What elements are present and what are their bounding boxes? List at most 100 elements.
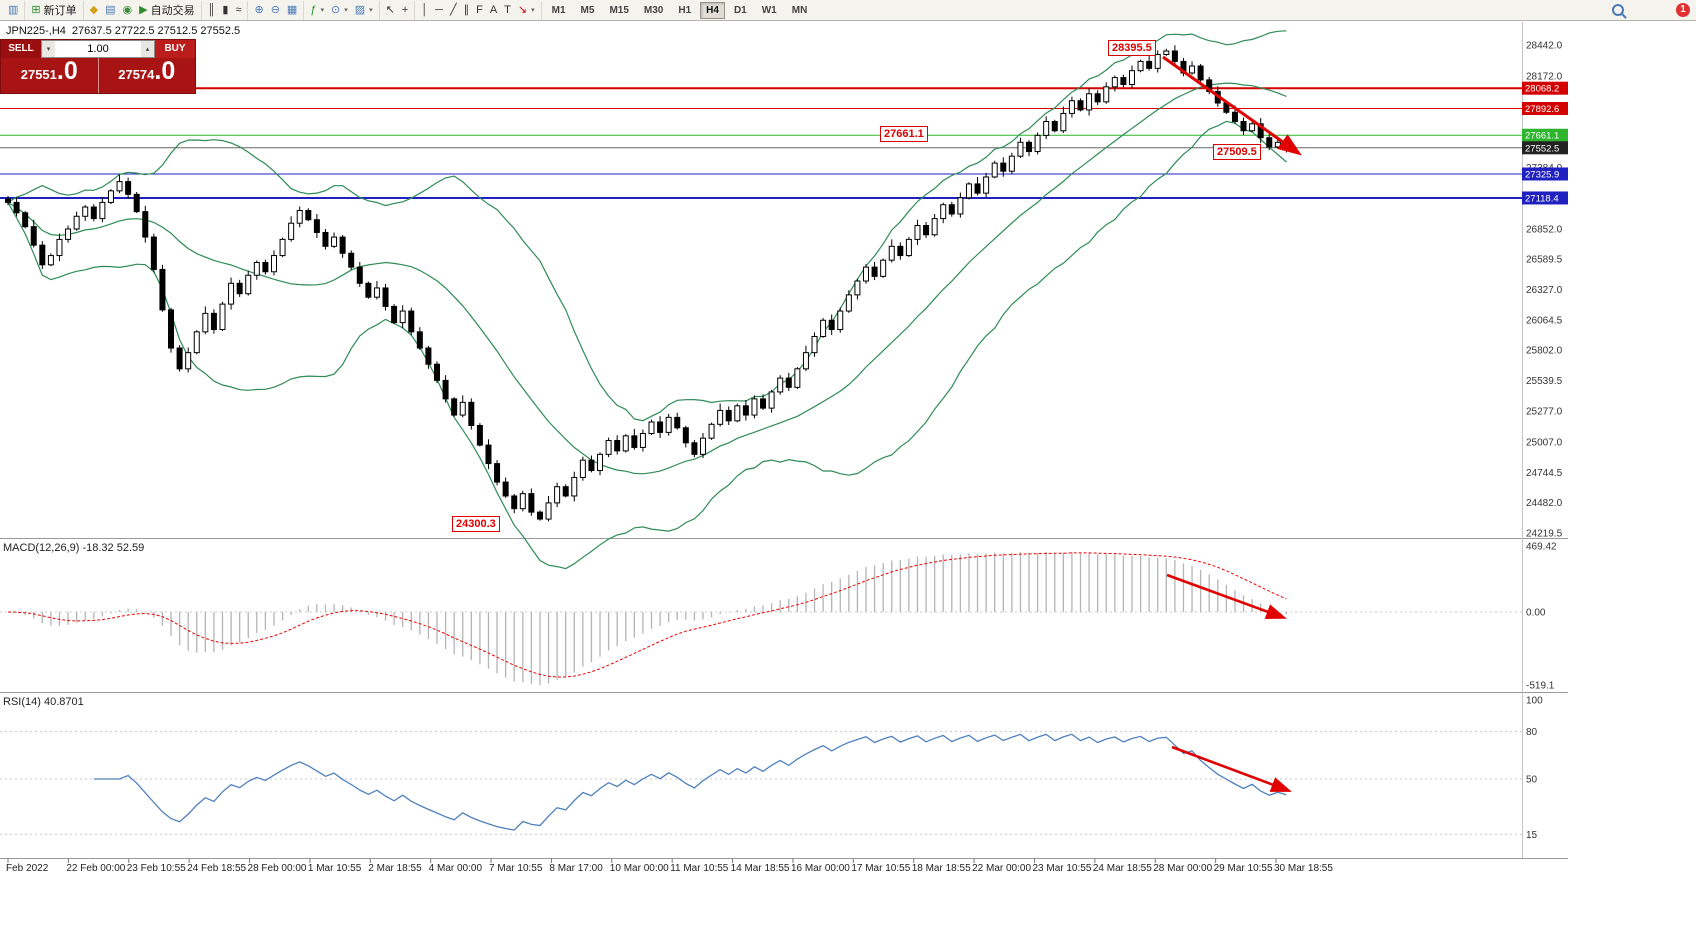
svg-text:24 Mar 18:55: 24 Mar 18:55: [1093, 863, 1152, 874]
svg-text:Feb 2022: Feb 2022: [6, 863, 49, 874]
ohlc-bars-button-icon: ║: [207, 3, 216, 16]
chevron-down-icon: ▾: [531, 7, 535, 14]
timeframe-mn[interactable]: MN: [786, 2, 814, 19]
time-axis[interactable]: Feb 2022 22 Feb 00:00 23 Feb 10:55 24 Feb 1…: [6, 858, 1333, 875]
new-order-button[interactable]: ⊞ 新订单: [28, 2, 79, 19]
notification-badge[interactable]: 1: [1676, 3, 1690, 17]
volume-decrease-button[interactable]: ▾: [42, 41, 55, 57]
svg-text:15: 15: [1526, 830, 1538, 841]
timeframe-d1[interactable]: D1: [728, 2, 753, 19]
trend-arrow[interactable]: [1166, 573, 1287, 619]
price-annotation[interactable]: 27509.5: [1213, 144, 1261, 160]
buy-price-pips: .0: [154, 57, 176, 85]
svg-text:28068.2: 28068.2: [1525, 84, 1559, 95]
zoom-in-button-icon: ⊕: [254, 3, 264, 16]
zoom-in-button[interactable]: ⊕: [251, 2, 266, 19]
svg-text:23 Mar 10:55: 23 Mar 10:55: [1032, 863, 1091, 874]
navigator-icon[interactable]: ◉: [120, 2, 136, 19]
metaeditor-icon[interactable]: ◆: [87, 2, 101, 19]
price-annotation[interactable]: 24300.3: [452, 516, 500, 532]
svg-text:17 Mar 10:55: 17 Mar 10:55: [851, 863, 910, 874]
candlesticks: [5, 45, 1290, 522]
svg-text:50: 50: [1526, 775, 1538, 786]
svg-text:8 Mar 17:00: 8 Mar 17:00: [549, 863, 603, 874]
trendline-button[interactable]: ╱: [447, 2, 460, 19]
svg-text:28172.0: 28172.0: [1526, 72, 1563, 83]
indicators-button[interactable]: ƒ ▾: [307, 2, 327, 19]
sell-price-main: 27551: [20, 67, 57, 82]
timeframe-h4[interactable]: H4: [700, 1, 725, 19]
timeframe-m1[interactable]: M1: [546, 2, 572, 19]
market-watch-icon[interactable]: ▤: [102, 2, 118, 19]
metaeditor-icon-icon: ◆: [89, 3, 99, 16]
auto-trading-button-label: 自动交易: [150, 5, 195, 17]
svg-text:28 Feb 00:00: 28 Feb 00:00: [248, 863, 307, 874]
volume-box: ▾ ▴: [41, 40, 155, 58]
vertical-line-button[interactable]: │: [418, 2, 431, 19]
one-click-trading-panel: SELL ▾ ▴ BUY 27551 .0 27574 .0: [0, 39, 196, 94]
timeframe-m5[interactable]: M5: [575, 2, 601, 19]
volume-input[interactable]: [55, 41, 141, 57]
auto-trading-button[interactable]: ▶ 自动交易: [136, 2, 197, 19]
svg-text:7 Mar 10:55: 7 Mar 10:55: [489, 863, 543, 874]
text-label-button[interactable]: T: [501, 2, 514, 19]
indicators-button-icon: ƒ: [310, 3, 317, 16]
fibonacci-button[interactable]: F: [473, 2, 486, 19]
crosshair-button[interactable]: +: [399, 2, 411, 19]
equidistant-channel-button[interactable]: ∥: [461, 2, 473, 19]
search-icon[interactable]: [1612, 4, 1624, 16]
charts-window-icon[interactable]: ▥: [5, 2, 21, 19]
chart-canvas[interactable]: 28442.028172.027384.026852.026589.526327…: [0, 22, 1568, 875]
buy-button[interactable]: BUY: [155, 40, 195, 58]
timeframe-m15[interactable]: M15: [603, 2, 634, 19]
templates-button[interactable]: ▨ ▾: [352, 2, 376, 19]
ohlc-bars-button[interactable]: ║: [205, 2, 219, 19]
svg-text:469.42: 469.42: [1526, 541, 1557, 552]
symbol-ohlc-values: 27637.5 27722.5 27512.5 27552.5: [71, 25, 241, 37]
rsi-indicator-label: RSI(14) 40.8701: [3, 696, 84, 708]
text-button[interactable]: A: [487, 2, 500, 19]
arrows-button[interactable]: ↘ ▾: [515, 2, 538, 19]
svg-text:24219.5: 24219.5: [1526, 529, 1563, 540]
macd-indicator-label: MACD(12,26,9) -18.32 52.59: [3, 542, 145, 554]
candlesticks-button[interactable]: ▮: [219, 2, 231, 19]
sell-price[interactable]: 27551 .0: [1, 58, 98, 93]
horizontal-line-button[interactable]: ─: [432, 2, 446, 19]
price-annotation[interactable]: 28395.5: [1108, 40, 1156, 56]
bollinger-bands: [7, 30, 1287, 570]
horizontal-line-button-icon: ─: [435, 3, 443, 16]
timeframe-h1[interactable]: H1: [672, 2, 697, 19]
zoom-out-button[interactable]: ⊖: [268, 2, 283, 19]
volume-increase-button[interactable]: ▴: [141, 41, 154, 57]
svg-text:1 Mar 10:55: 1 Mar 10:55: [308, 863, 362, 874]
line-chart-button[interactable]: ≈: [232, 2, 244, 19]
arrows-button-icon: ↘: [517, 3, 528, 16]
svg-text:25802.0: 25802.0: [1526, 346, 1563, 357]
svg-text:11 Mar 10:55: 11 Mar 10:55: [670, 863, 729, 874]
price-axis[interactable]: 28442.028172.027384.026852.026589.526327…: [1522, 41, 1568, 540]
charts-window-icon-icon: ▥: [8, 3, 19, 16]
chevron-down-icon: ▾: [320, 7, 324, 14]
periodicity-button[interactable]: ⊙ ▾: [328, 2, 351, 19]
timeframe-m30[interactable]: M30: [638, 2, 669, 19]
svg-text:30 Mar 18:55: 30 Mar 18:55: [1274, 863, 1333, 874]
sell-button[interactable]: SELL: [1, 40, 41, 58]
svg-text:2 Mar 18:55: 2 Mar 18:55: [368, 863, 422, 874]
tile-windows-button-icon: ▦: [286, 3, 298, 16]
timeframe-w1[interactable]: W1: [756, 2, 783, 19]
svg-text:100: 100: [1526, 696, 1543, 707]
tile-windows-button[interactable]: ▦: [284, 2, 300, 19]
chevron-down-icon: ▾: [369, 7, 373, 14]
buy-price[interactable]: 27574 .0: [97, 57, 196, 93]
trend-arrow[interactable]: [1171, 745, 1292, 792]
zoom-out-button-icon: ⊖: [270, 3, 280, 16]
svg-text:24482.0: 24482.0: [1526, 498, 1563, 509]
svg-text:-519.1: -519.1: [1526, 680, 1555, 691]
line-chart-button-icon: ≈: [235, 3, 242, 16]
svg-text:14 Mar 18:55: 14 Mar 18:55: [731, 863, 790, 874]
trend-arrow[interactable]: [1162, 55, 1302, 156]
price-annotation[interactable]: 27661.1: [880, 126, 928, 142]
periodicity-button-icon: ⊙: [330, 3, 341, 16]
cursor-button[interactable]: ↖: [383, 2, 398, 19]
svg-text:10 Mar 00:00: 10 Mar 00:00: [610, 863, 669, 874]
